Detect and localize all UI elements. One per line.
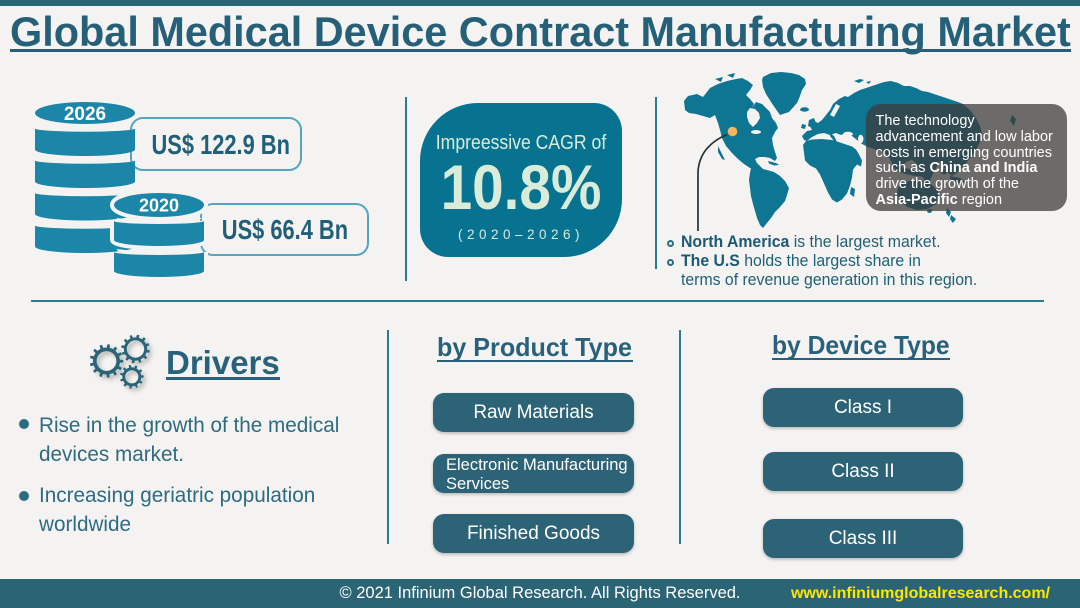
svg-text:2026: 2026 [64, 104, 106, 125]
svg-text:2020: 2020 [139, 196, 179, 216]
